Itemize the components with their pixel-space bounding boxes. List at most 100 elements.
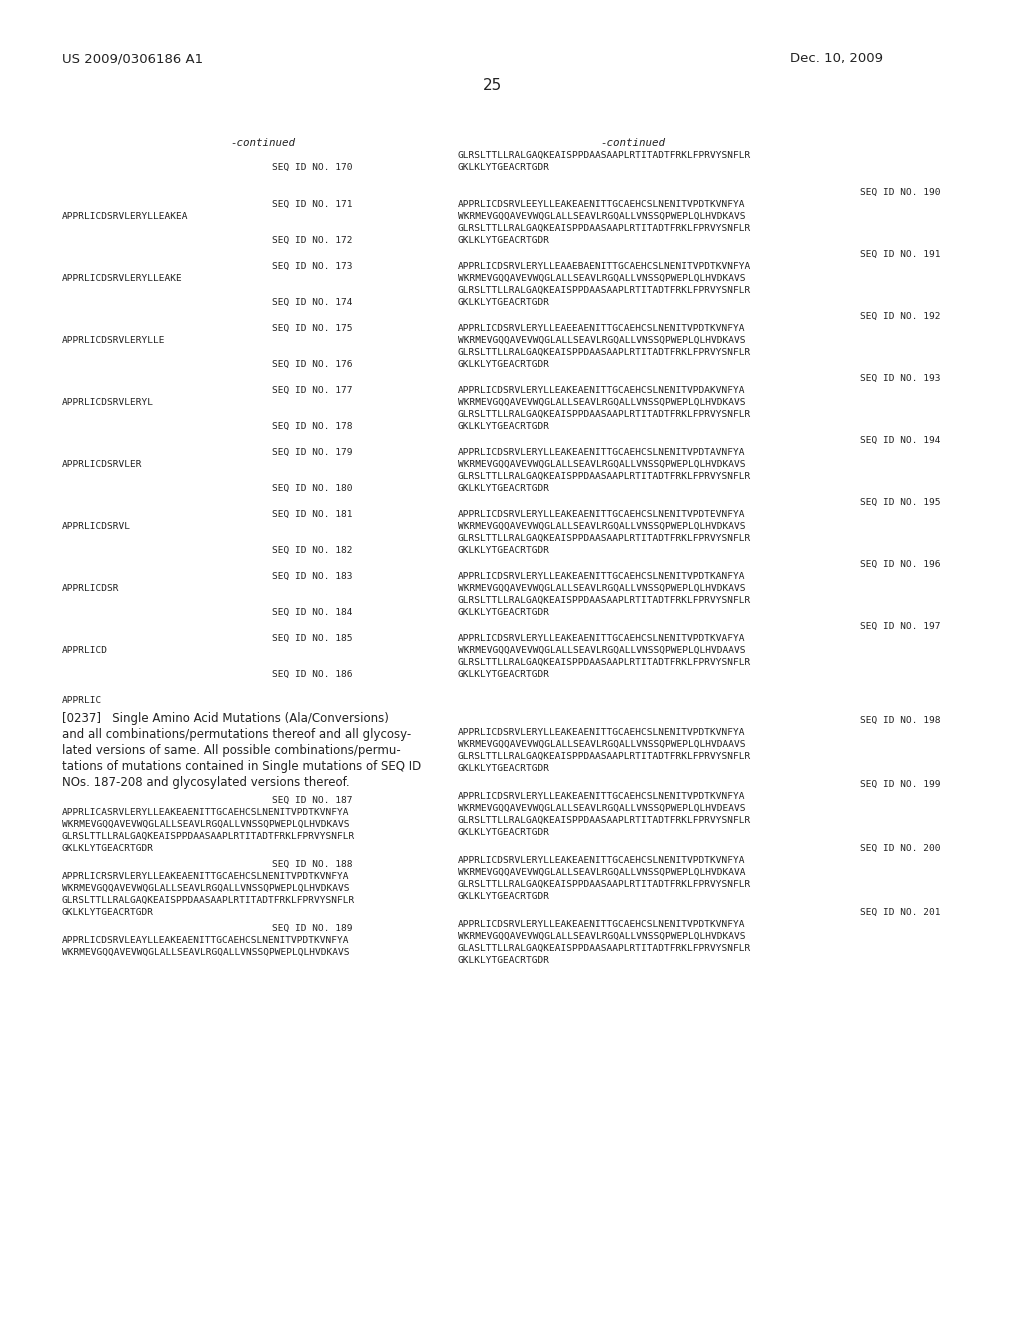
Text: GKLKLYTGEACRTGDR: GKLKLYTGEACRTGDR [62, 908, 154, 917]
Text: WKRMEVGQQAVEVWQGLALLSEAVLRGQALLVNSSQPWEPLQLHVDKAVS: WKRMEVGQQAVEVWQGLALLSEAVLRGQALLVNSSQPWEP… [458, 932, 745, 941]
Text: SEQ ID NO. 185: SEQ ID NO. 185 [272, 634, 352, 643]
Text: WKRMEVGQQAVEVWQGLALLSEAVLRGQALLVNSSQPWEPLQLHVDKAVS: WKRMEVGQQAVEVWQGLALLSEAVLRGQALLVNSSQPWEP… [458, 459, 745, 469]
Text: WKRMEVGQQAVEVWQGLALLSEAVLRGQALLVNSSQPWEPLQLHVDKAVS: WKRMEVGQQAVEVWQGLALLSEAVLRGQALLVNSSQPWEP… [458, 213, 745, 220]
Text: APPRLICASRVLERYLLEAKEAENITTGCAEHCSLNENITVPDTKVNFYA: APPRLICASRVLERYLLEAKEAENITTGCAEHCSLNENIT… [62, 808, 349, 817]
Text: SEQ ID NO. 186: SEQ ID NO. 186 [272, 671, 352, 678]
Text: SEQ ID NO. 180: SEQ ID NO. 180 [272, 484, 352, 492]
Text: SEQ ID NO. 191: SEQ ID NO. 191 [859, 249, 940, 259]
Text: GLASLTTLLRALGAQKEAISPPDAASAAPLRTITADTFRKLFPRVYSNFLR: GLASLTTLLRALGAQKEAISPPDAASAAPLRTITADTFRK… [458, 944, 752, 953]
Text: APPRLICDSRVLERYLLEAKEAENITTGCAEHCSLNENITVPDTKVNFYA: APPRLICDSRVLERYLLEAKEAENITTGCAEHCSLNENIT… [458, 792, 745, 801]
Text: [0237]   Single Amino Acid Mutations (Ala/Conversions): [0237] Single Amino Acid Mutations (Ala/… [62, 711, 389, 725]
Text: SEQ ID NO. 184: SEQ ID NO. 184 [272, 609, 352, 616]
Text: SEQ ID NO. 188: SEQ ID NO. 188 [272, 861, 352, 869]
Text: APPRLICDSRVLERYLLEAKEAENITTGCAEHCSLNENITVPDTKVNFYA: APPRLICDSRVLERYLLEAKEAENITTGCAEHCSLNENIT… [458, 729, 745, 737]
Text: SEQ ID NO. 174: SEQ ID NO. 174 [272, 298, 352, 308]
Text: GKLKLYTGEACRTGDR: GKLKLYTGEACRTGDR [458, 609, 550, 616]
Text: SEQ ID NO. 178: SEQ ID NO. 178 [272, 422, 352, 432]
Text: WKRMEVGQQAVEVWQGLALLSEAVLRGQALLVNSSQPWEPLQLHVDKAVA: WKRMEVGQQAVEVWQGLALLSEAVLRGQALLVNSSQPWEP… [458, 869, 745, 876]
Text: GKLKLYTGEACRTGDR: GKLKLYTGEACRTGDR [458, 162, 550, 172]
Text: GLRSLTTLLRALGAQKEAISPPDAASAAPLRTITADTFRKLFPRVYSNFLR: GLRSLTTLLRALGAQKEAISPPDAASAAPLRTITADTFRK… [458, 473, 752, 480]
Text: APPRLICDSRVLERYLLEAKEA: APPRLICDSRVLERYLLEAKEA [62, 213, 188, 220]
Text: APPRLICDSRVLEEYLLEAKEAENITTGCAEHCSLNENITVPDTKVNFYA: APPRLICDSRVLEEYLLEAKEAENITTGCAEHCSLNENIT… [458, 201, 745, 209]
Text: APPRLICDSRVLERYLLEAAEBAENITTGCAEHCSLNENITVPDTKVNFYA: APPRLICDSRVLERYLLEAAEBAENITTGCAEHCSLNENI… [458, 261, 752, 271]
Text: WKRMEVGQQAVEVWQGLALLSEAVLRGQALLVNSSQPWEPLQLHVDKAVS: WKRMEVGQQAVEVWQGLALLSEAVLRGQALLVNSSQPWEP… [458, 399, 745, 407]
Text: WKRMEVGQQAVEVWQGLALLSEAVLRGQALLVNSSQPWEPLQLHVDKAVS: WKRMEVGQQAVEVWQGLALLSEAVLRGQALLVNSSQPWEP… [458, 275, 745, 282]
Text: SEQ ID NO. 200: SEQ ID NO. 200 [859, 843, 940, 853]
Text: APPRLICDSRVLEAYLLEAKEAENITTGCAEHCSLNENITVPDTKVNFYA: APPRLICDSRVLEAYLLEAKEAENITTGCAEHCSLNENIT… [62, 936, 349, 945]
Text: GKLKLYTGEACRTGDR: GKLKLYTGEACRTGDR [458, 236, 550, 246]
Text: SEQ ID NO. 182: SEQ ID NO. 182 [272, 546, 352, 554]
Text: SEQ ID NO. 195: SEQ ID NO. 195 [859, 498, 940, 507]
Text: APPRLICDSRVLERYLLEAKEAENITTGCAEHCSLNENITVPDTKVNFYA: APPRLICDSRVLERYLLEAKEAENITTGCAEHCSLNENIT… [458, 855, 745, 865]
Text: APPRLICD: APPRLICD [62, 645, 108, 655]
Text: APPRLICDSRVLERYLLEAEEAENITTGCAEHCSLNENITVPDTKVNFYA: APPRLICDSRVLERYLLEAEEAENITTGCAEHCSLNENIT… [458, 323, 745, 333]
Text: APPRLIC: APPRLIC [62, 696, 102, 705]
Text: WKRMEVGQQAVEVWQGLALLSEAVLRGQALLVNSSQPWEPLQLHVDKAVS: WKRMEVGQQAVEVWQGLALLSEAVLRGQALLVNSSQPWEP… [458, 583, 745, 593]
Text: SEQ ID NO. 175: SEQ ID NO. 175 [272, 323, 352, 333]
Text: APPRLICDSR: APPRLICDSR [62, 583, 120, 593]
Text: and all combinations/permutations thereof and all glycosy-: and all combinations/permutations thereo… [62, 729, 412, 741]
Text: SEQ ID NO. 189: SEQ ID NO. 189 [272, 924, 352, 933]
Text: GLRSLTTLLRALGAQKEAISPPDAASAAPLRTITADTFRKLFPRVYSNFLR: GLRSLTTLLRALGAQKEAISPPDAASAAPLRTITADTFRK… [62, 832, 355, 841]
Text: APPRLICDSRVLERYLLEAKEAENITTGCAEHCSLNENITVPDTKVNFYA: APPRLICDSRVLERYLLEAKEAENITTGCAEHCSLNENIT… [458, 920, 745, 929]
Text: Dec. 10, 2009: Dec. 10, 2009 [790, 51, 883, 65]
Text: WKRMEVGQQAVEVWQGLALLSEAVLRGQALLVNSSQPWEPLQLHVDAAVS: WKRMEVGQQAVEVWQGLALLSEAVLRGQALLVNSSQPWEP… [458, 741, 745, 748]
Text: GLRSLTTLLRALGAQKEAISPPDAASAAPLRTITADTFRKLFPRVYSNFLR: GLRSLTTLLRALGAQKEAISPPDAASAAPLRTITADTFRK… [458, 880, 752, 888]
Text: APPRLICDSRVLERYLLEAKEAENITTGCAEHCSLNENITVPDAKVNFYA: APPRLICDSRVLERYLLEAKEAENITTGCAEHCSLNENIT… [458, 385, 745, 395]
Text: 25: 25 [482, 78, 502, 92]
Text: WKRMEVGQQAVEVWQGLALLSEAVLRGQALLVNSSQPWEPLQLHVDKAVS: WKRMEVGQQAVEVWQGLALLSEAVLRGQALLVNSSQPWEP… [458, 521, 745, 531]
Text: APPRLICDSRVLERYLLEAKEAENITTGCAEHCSLNENITVPDTKVAFYA: APPRLICDSRVLERYLLEAKEAENITTGCAEHCSLNENIT… [458, 634, 745, 643]
Text: SEQ ID NO. 181: SEQ ID NO. 181 [272, 510, 352, 519]
Text: WKRMEVGQQAVEVWQGLALLSEAVLRGQALLVNSSQPWEPLQLHVDKAVS: WKRMEVGQQAVEVWQGLALLSEAVLRGQALLVNSSQPWEP… [62, 820, 349, 829]
Text: NOs. 187-208 and glycosylated versions thereof.: NOs. 187-208 and glycosylated versions t… [62, 776, 349, 789]
Text: GKLKLYTGEACRTGDR: GKLKLYTGEACRTGDR [458, 422, 550, 432]
Text: GLRSLTTLLRALGAQKEAISPPDAASAAPLRTITADTFRKLFPRVYSNFLR: GLRSLTTLLRALGAQKEAISPPDAASAAPLRTITADTFRK… [458, 286, 752, 294]
Text: APPRLICDSRVLERYLLEAKE: APPRLICDSRVLERYLLEAKE [62, 275, 182, 282]
Text: GKLKLYTGEACRTGDR: GKLKLYTGEACRTGDR [458, 956, 550, 965]
Text: -continued: -continued [230, 139, 295, 148]
Text: SEQ ID NO. 171: SEQ ID NO. 171 [272, 201, 352, 209]
Text: SEQ ID NO. 176: SEQ ID NO. 176 [272, 360, 352, 370]
Text: lated versions of same. All possible combinations/permu-: lated versions of same. All possible com… [62, 744, 400, 756]
Text: GKLKLYTGEACRTGDR: GKLKLYTGEACRTGDR [62, 843, 154, 853]
Text: GLRSLTTLLRALGAQKEAISPPDAASAAPLRTITADTFRKLFPRVYSNFLR: GLRSLTTLLRALGAQKEAISPPDAASAAPLRTITADTFRK… [458, 752, 752, 762]
Text: APPRLICDSRVLERYL: APPRLICDSRVLERYL [62, 399, 154, 407]
Text: GKLKLYTGEACRTGDR: GKLKLYTGEACRTGDR [458, 298, 550, 308]
Text: WKRMEVGQQAVEVWQGLALLSEAVLRGQALLVNSSQPWEPLQLHVDEAVS: WKRMEVGQQAVEVWQGLALLSEAVLRGQALLVNSSQPWEP… [458, 804, 745, 813]
Text: SEQ ID NO. 183: SEQ ID NO. 183 [272, 572, 352, 581]
Text: SEQ ID NO. 172: SEQ ID NO. 172 [272, 236, 352, 246]
Text: SEQ ID NO. 170: SEQ ID NO. 170 [272, 162, 352, 172]
Text: SEQ ID NO. 179: SEQ ID NO. 179 [272, 447, 352, 457]
Text: SEQ ID NO. 192: SEQ ID NO. 192 [859, 312, 940, 321]
Text: SEQ ID NO. 197: SEQ ID NO. 197 [859, 622, 940, 631]
Text: GLRSLTTLLRALGAQKEAISPPDAASAAPLRTITADTFRKLFPRVYSNFLR: GLRSLTTLLRALGAQKEAISPPDAASAAPLRTITADTFRK… [458, 597, 752, 605]
Text: GLRSLTTLLRALGAQKEAISPPDAASAAPLRTITADTFRKLFPRVYSNFLR: GLRSLTTLLRALGAQKEAISPPDAASAAPLRTITADTFRK… [458, 150, 752, 160]
Text: GLRSLTTLLRALGAQKEAISPPDAASAAPLRTITADTFRKLFPRVYSNFLR: GLRSLTTLLRALGAQKEAISPPDAASAAPLRTITADTFRK… [458, 816, 752, 825]
Text: WKRMEVGQQAVEVWQGLALLSEAVLRGQALLVNSSQPWEPLQLHVDAAVS: WKRMEVGQQAVEVWQGLALLSEAVLRGQALLVNSSQPWEP… [458, 645, 745, 655]
Text: tations of mutations contained in Single mutations of SEQ ID: tations of mutations contained in Single… [62, 760, 421, 774]
Text: WKRMEVGQQAVEVWQGLALLSEAVLRGQALLVNSSQPWEPLQLHVDKAVS: WKRMEVGQQAVEVWQGLALLSEAVLRGQALLVNSSQPWEP… [458, 337, 745, 345]
Text: GKLKLYTGEACRTGDR: GKLKLYTGEACRTGDR [458, 892, 550, 902]
Text: SEQ ID NO. 196: SEQ ID NO. 196 [859, 560, 940, 569]
Text: GLRSLTTLLRALGAQKEAISPPDAASAAPLRTITADTFRKLFPRVYSNFLR: GLRSLTTLLRALGAQKEAISPPDAASAAPLRTITADTFRK… [458, 657, 752, 667]
Text: SEQ ID NO. 198: SEQ ID NO. 198 [859, 715, 940, 725]
Text: GLRSLTTLLRALGAQKEAISPPDAASAAPLRTITADTFRKLFPRVYSNFLR: GLRSLTTLLRALGAQKEAISPPDAASAAPLRTITADTFRK… [458, 411, 752, 418]
Text: SEQ ID NO. 173: SEQ ID NO. 173 [272, 261, 352, 271]
Text: SEQ ID NO. 187: SEQ ID NO. 187 [272, 796, 352, 805]
Text: GLRSLTTLLRALGAQKEAISPPDAASAAPLRTITADTFRKLFPRVYSNFLR: GLRSLTTLLRALGAQKEAISPPDAASAAPLRTITADTFRK… [458, 224, 752, 234]
Text: APPRLICDSRVLERYLLEAKEAENITTGCAEHCSLNENITVPDTAVNFYA: APPRLICDSRVLERYLLEAKEAENITTGCAEHCSLNENIT… [458, 447, 745, 457]
Text: WKRMEVGQQAVEVWQGLALLSEAVLRGQALLVNSSQPWEPLQLHVDKAVS: WKRMEVGQQAVEVWQGLALLSEAVLRGQALLVNSSQPWEP… [62, 948, 349, 957]
Text: US 2009/0306186 A1: US 2009/0306186 A1 [62, 51, 203, 65]
Text: SEQ ID NO. 193: SEQ ID NO. 193 [859, 374, 940, 383]
Text: GKLKLYTGEACRTGDR: GKLKLYTGEACRTGDR [458, 828, 550, 837]
Text: APPRLICDSRVLER: APPRLICDSRVLER [62, 459, 142, 469]
Text: SEQ ID NO. 177: SEQ ID NO. 177 [272, 385, 352, 395]
Text: APPRLICDSRVLERYLLEAKEAENITTGCAEHCSLNENITVPDTEVNFYA: APPRLICDSRVLERYLLEAKEAENITTGCAEHCSLNENIT… [458, 510, 745, 519]
Text: SEQ ID NO. 199: SEQ ID NO. 199 [859, 780, 940, 789]
Text: APPRLICRSRVLERYLLEAKEAENITTGCAEHCSLNENITVPDTKVNFYA: APPRLICRSRVLERYLLEAKEAENITTGCAEHCSLNENIT… [62, 873, 349, 880]
Text: GKLKLYTGEACRTGDR: GKLKLYTGEACRTGDR [458, 546, 550, 554]
Text: GLRSLTTLLRALGAQKEAISPPDAASAAPLRTITADTFRKLFPRVYSNFLR: GLRSLTTLLRALGAQKEAISPPDAASAAPLRTITADTFRK… [458, 535, 752, 543]
Text: WKRMEVGQQAVEVWQGLALLSEAVLRGQALLVNSSQPWEPLQLHVDKAVS: WKRMEVGQQAVEVWQGLALLSEAVLRGQALLVNSSQPWEP… [62, 884, 349, 894]
Text: GLRSLTTLLRALGAQKEAISPPDAASAAPLRTITADTFRKLFPRVYSNFLR: GLRSLTTLLRALGAQKEAISPPDAASAAPLRTITADTFRK… [62, 896, 355, 906]
Text: SEQ ID NO. 201: SEQ ID NO. 201 [859, 908, 940, 917]
